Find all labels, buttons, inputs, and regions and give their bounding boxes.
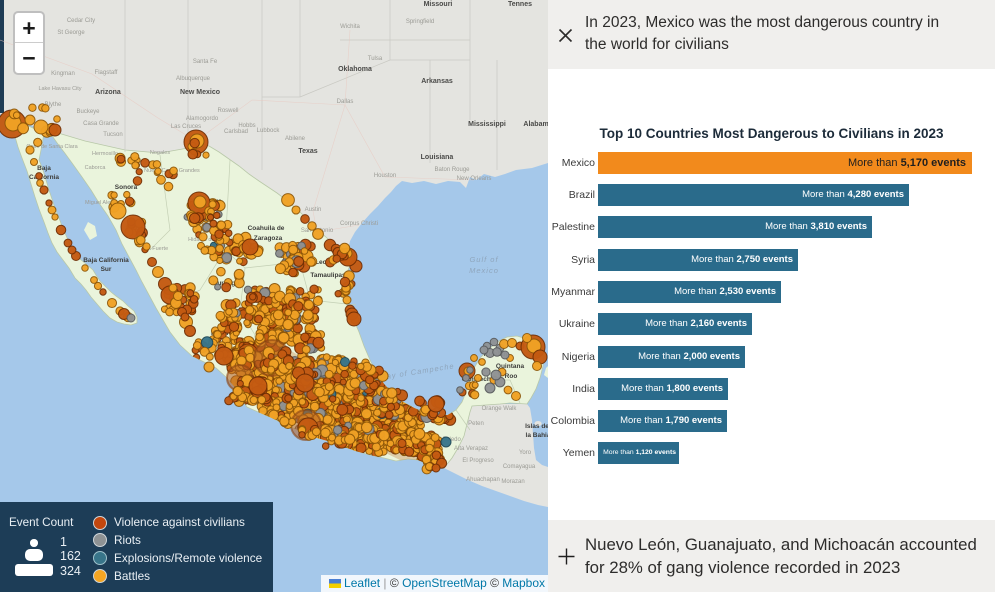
svg-text:Sonora: Sonora xyxy=(115,184,138,191)
svg-text:Carlsbad: Carlsbad xyxy=(224,129,248,135)
svg-text:California: California xyxy=(29,174,59,181)
svg-text:Coahuila de: Coahuila de xyxy=(248,225,285,232)
svg-text:Oklahoma: Oklahoma xyxy=(338,66,372,73)
svg-text:Caborca: Caborca xyxy=(85,165,107,171)
svg-text:Sur: Sur xyxy=(101,266,112,273)
svg-text:Toledo: Toledo xyxy=(443,437,461,443)
svg-text:Springfield: Springfield xyxy=(406,19,434,25)
svg-text:Hidalgo del Parral: Hidalgo del Parral xyxy=(188,237,232,243)
svg-text:Arkansas: Arkansas xyxy=(421,78,453,85)
svg-text:Yoro: Yoro xyxy=(519,450,532,456)
svg-text:Hobbs: Hobbs xyxy=(238,123,255,129)
svg-text:El Progreso: El Progreso xyxy=(462,458,494,464)
svg-text:Baja California: Baja California xyxy=(83,257,129,264)
svg-text:Santa Fe: Santa Fe xyxy=(193,59,218,65)
svg-text:Golfo de Santa Clara: Golfo de Santa Clara xyxy=(26,144,78,150)
svg-text:Peten: Peten xyxy=(468,421,484,427)
svg-text:New Mexico: New Mexico xyxy=(180,89,220,96)
svg-text:Miguel Aleman: Miguel Aleman xyxy=(85,200,121,206)
svg-text:Zaragoza: Zaragoza xyxy=(254,235,283,242)
svg-text:Texas: Texas xyxy=(298,148,317,155)
svg-text:Gulf of: Gulf of xyxy=(469,255,498,264)
svg-text:la Bahia: la Bahia xyxy=(526,432,548,439)
svg-text:Cedar City: Cedar City xyxy=(67,18,95,24)
svg-text:Baja: Baja xyxy=(37,165,51,172)
svg-text:Corpus Christi: Corpus Christi xyxy=(340,221,378,227)
svg-text:Roo: Roo xyxy=(505,373,518,380)
svg-text:Albuquerque: Albuquerque xyxy=(176,76,211,82)
svg-text:Tulsa: Tulsa xyxy=(368,56,383,62)
svg-text:Missouri: Missouri xyxy=(424,1,453,8)
svg-text:Wichita: Wichita xyxy=(340,24,360,30)
svg-text:Orange Walk: Orange Walk xyxy=(482,406,518,412)
svg-text:Alabama: Alabama xyxy=(523,121,548,128)
svg-text:Alta Verapaz: Alta Verapaz xyxy=(454,446,488,452)
svg-text:Islas de: Islas de xyxy=(525,423,548,430)
svg-text:Alamogordo: Alamogordo xyxy=(186,116,219,122)
svg-text:Casa Grande: Casa Grande xyxy=(83,121,119,127)
svg-text:Houston: Houston xyxy=(374,173,396,179)
svg-text:Tamaulipas: Tamaulipas xyxy=(310,272,346,279)
svg-text:Flagstaff: Flagstaff xyxy=(95,70,118,76)
svg-text:Tennes: Tennes xyxy=(508,1,532,8)
svg-text:Louisiana: Louisiana xyxy=(421,154,454,161)
svg-text:Lake Havasu City: Lake Havasu City xyxy=(38,86,81,92)
svg-text:Tucson: Tucson xyxy=(103,132,122,138)
svg-text:Las Cruces: Las Cruces xyxy=(171,124,201,130)
svg-text:Mexico: Mexico xyxy=(469,266,499,275)
svg-text:Dallas: Dallas xyxy=(337,99,354,105)
svg-text:Blythe: Blythe xyxy=(45,102,62,108)
svg-text:Morazan: Morazan xyxy=(501,479,524,485)
svg-text:Nogales: Nogales xyxy=(150,150,170,156)
svg-text:St George: St George xyxy=(57,30,85,36)
svg-text:Lubbock: Lubbock xyxy=(257,128,281,134)
svg-text:Comayagua: Comayagua xyxy=(503,464,536,470)
svg-text:Austin: Austin xyxy=(305,207,322,213)
svg-text:Hermosillo: Hermosillo xyxy=(92,151,118,157)
svg-text:Mississippi: Mississippi xyxy=(468,121,506,128)
svg-text:Quintana: Quintana xyxy=(496,363,525,370)
svg-text:Ahuachapan: Ahuachapan xyxy=(466,477,500,483)
svg-text:Buckeye: Buckeye xyxy=(76,109,100,115)
svg-text:Baton Rouge: Baton Rouge xyxy=(434,167,470,173)
svg-text:Roswell: Roswell xyxy=(217,108,238,114)
svg-text:El Fuerte: El Fuerte xyxy=(146,246,168,252)
svg-text:New Orleans: New Orleans xyxy=(457,176,492,182)
svg-text:Arizona: Arizona xyxy=(95,89,121,96)
svg-text:Kingman: Kingman xyxy=(51,71,75,77)
svg-text:Abilene: Abilene xyxy=(285,136,306,142)
